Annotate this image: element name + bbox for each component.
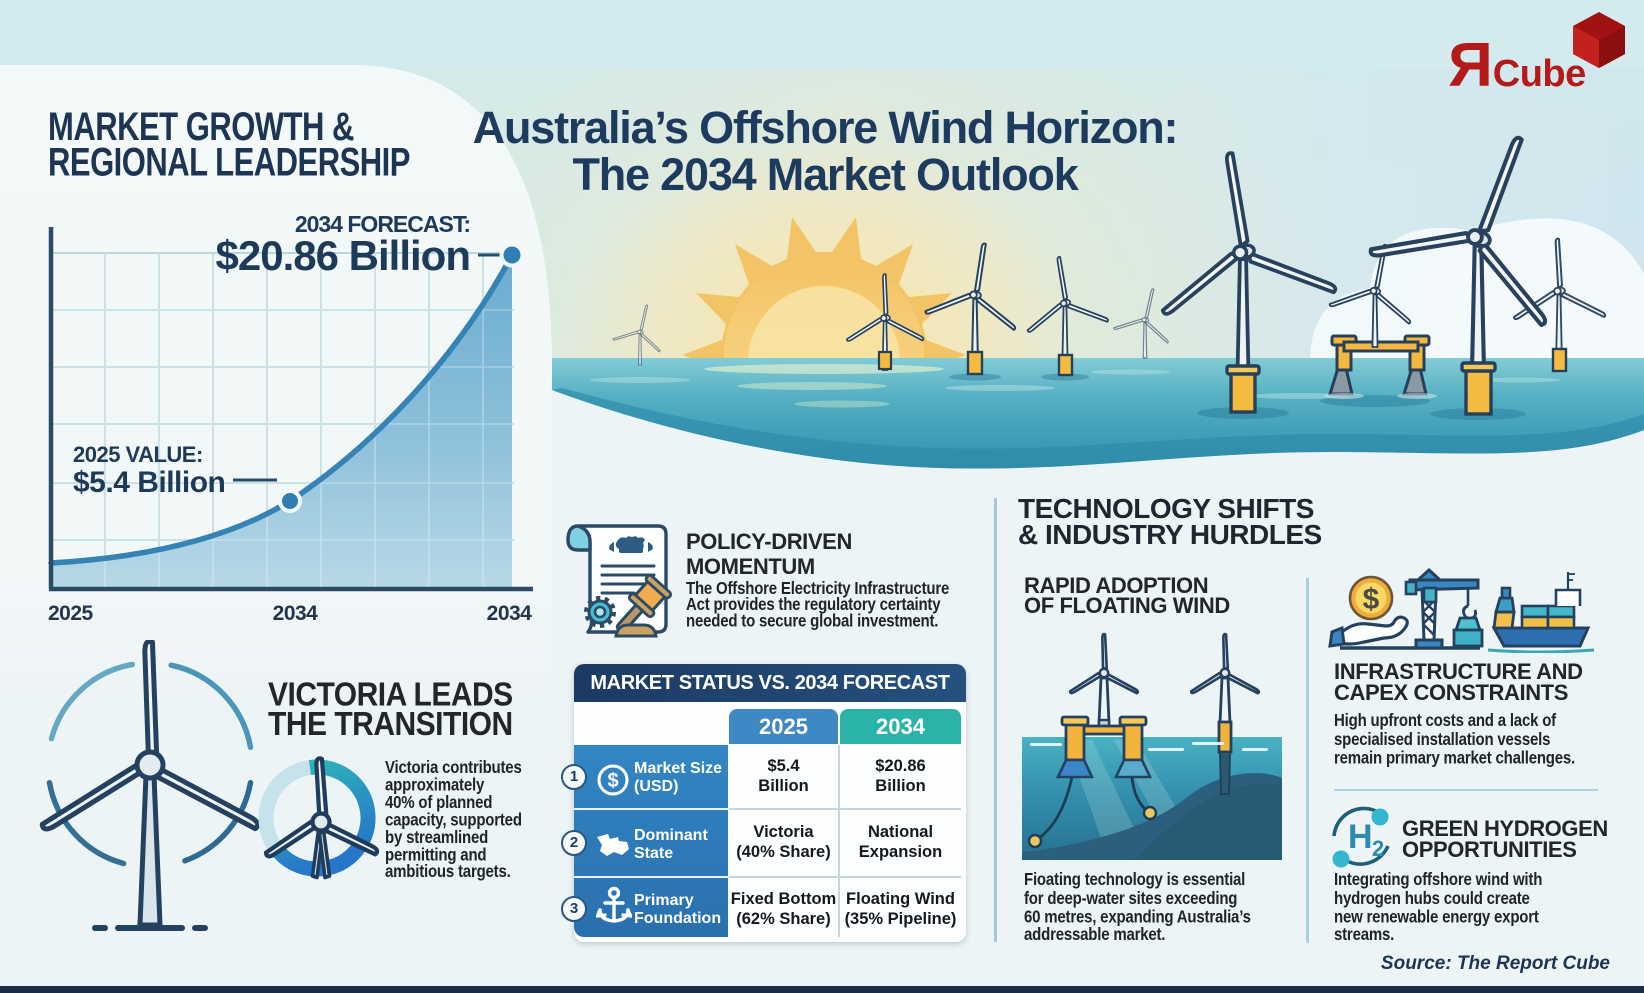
svg-text:2025 VALUE:: 2025 VALUE: xyxy=(73,442,203,467)
svg-text:2025: 2025 xyxy=(48,602,94,625)
svg-text:H: H xyxy=(1348,818,1373,856)
svg-text:$: $ xyxy=(607,770,618,792)
svg-text:2034: 2034 xyxy=(273,602,319,625)
svg-text:$20.86 Billion: $20.86 Billion xyxy=(216,232,470,279)
svg-text:2034: 2034 xyxy=(487,602,533,625)
svg-text:$5.4 Billion: $5.4 Billion xyxy=(73,466,225,499)
svg-text:2034 FORECAST:: 2034 FORECAST: xyxy=(295,211,470,237)
svg-text:$: $ xyxy=(1363,583,1380,616)
svg-text:2: 2 xyxy=(1372,836,1384,861)
